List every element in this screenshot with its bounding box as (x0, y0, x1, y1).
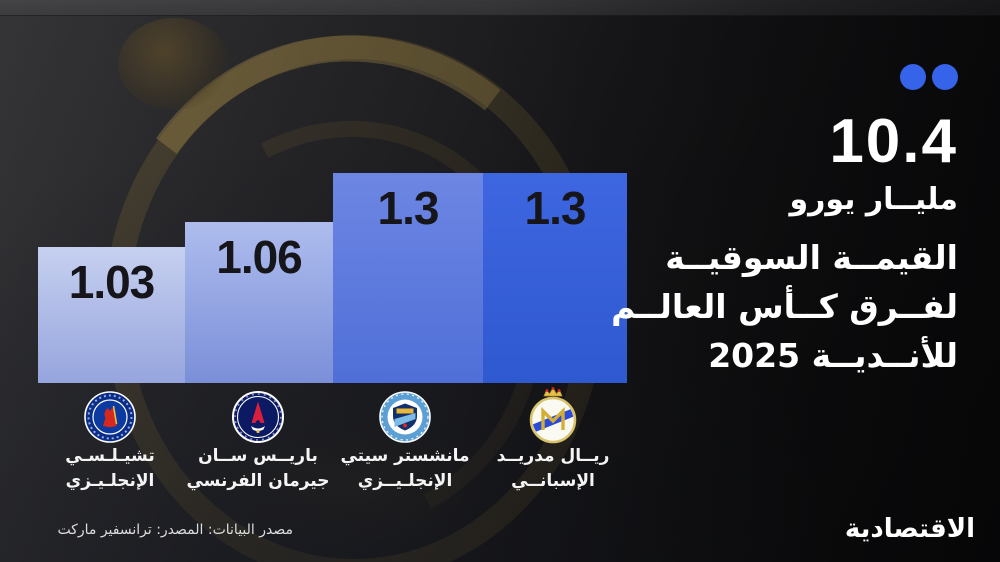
chart-title-line-2: لفــرق كــأس العالــم (611, 286, 958, 326)
team-name-line: ريــال مدريــد (496, 446, 610, 466)
team-label-real-madrid: ريــال مدريــد الإسبانــي (478, 444, 628, 494)
bar-4-value: 1.3 (524, 182, 587, 234)
bar-2-value: 1.06 (216, 231, 303, 283)
paris-saint-germain-crest-icon (231, 388, 285, 446)
brand-dots (578, 64, 958, 90)
team-country-line: جيرمان الفرنسي (186, 471, 330, 491)
total-value: 10.4 (829, 107, 958, 176)
team-label-psg: باريــس ســان جيرمان الفرنسي (183, 444, 333, 494)
bar-4: 1.3 (483, 173, 627, 383)
team-country-line: الإسبانــي (511, 471, 595, 491)
aleqtisadiah-logo: الاقتصادية (844, 514, 975, 544)
bar-3: 1.3 (333, 173, 483, 383)
chart-title: القيمــة السوقيــة لفــرق كــأس العالــم… (578, 233, 958, 380)
real-madrid-crest-icon (526, 384, 580, 444)
brand-dot (932, 64, 958, 90)
bar-1-value: 1.03 (68, 256, 156, 308)
brand-dot (900, 64, 926, 90)
manchester-city-crest-icon (378, 388, 432, 446)
data-source-note: مصدر البيانات: المصدر: ترانسفير ماركت (57, 522, 293, 538)
bar-chart: 1.03 1.06 1.3 1.3 (38, 173, 627, 383)
team-country-line: الإنجلـيـزي (65, 471, 155, 491)
bar-1: 1.03 (38, 247, 185, 383)
bar-2: 1.06 (185, 222, 333, 383)
team-label-chelsea: تشيـلـسـي الإنجلـيـزي (35, 444, 185, 494)
team-label-man-city: مانشستر سيتي الإنجلـيــزي (330, 444, 480, 494)
headline-column: 10.4 مليــار يورو القيمــة السوقيــة لفـ… (578, 64, 958, 380)
chelsea-crest-icon (83, 388, 137, 446)
team-name-line: باريــس ســان (198, 446, 318, 466)
team-country-line: الإنجلـيــزي (357, 471, 453, 491)
team-name-line: تشيـلـسـي (65, 446, 155, 466)
team-name-line: مانشستر سيتي (340, 446, 470, 466)
bar-3-value: 1.3 (377, 182, 440, 234)
chart-title-line-1: القيمــة السوقيــة (665, 237, 958, 277)
chart-title-line-3: للأنــديــة 2025 (708, 335, 958, 375)
total-unit: مليــار يورو (789, 182, 958, 217)
